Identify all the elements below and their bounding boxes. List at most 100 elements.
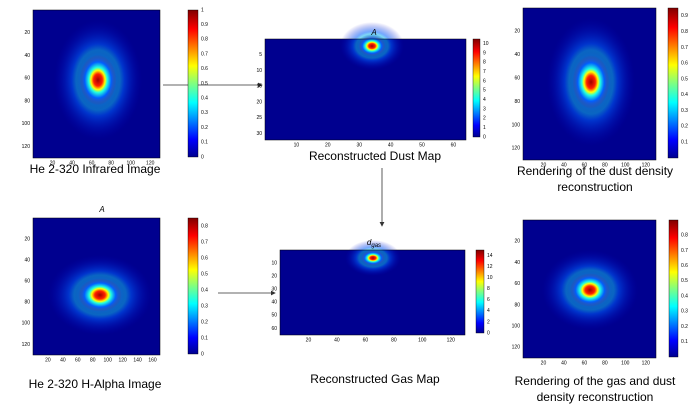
y-tick-label: 120 xyxy=(22,342,31,348)
y-tick-label: 80 xyxy=(514,302,520,308)
colorbar xyxy=(476,250,484,333)
y-tick-label: 40 xyxy=(24,53,30,59)
x-tick-label: 50 xyxy=(419,142,425,148)
caption: Reconstructed Gas Map xyxy=(310,372,440,386)
x-tick-label: 60 xyxy=(451,142,457,148)
caption: He 2-320 Infrared Image xyxy=(30,162,161,176)
caption: Rendering of the gas and dust xyxy=(515,374,676,388)
caption: Rendering of the dust density xyxy=(517,164,673,178)
x-tick-label: 100 xyxy=(418,337,427,343)
x-tick-label: 40 xyxy=(388,142,394,148)
x-tick-label: 40 xyxy=(334,337,340,343)
y-tick-label: 10 xyxy=(271,260,277,266)
y-tick-label: 60 xyxy=(514,75,520,81)
y-tick-label: 100 xyxy=(22,121,31,127)
colorbar xyxy=(188,218,198,354)
colorbar-label: 0.2 xyxy=(201,319,208,325)
colorbar-label: 0.1 xyxy=(201,335,208,341)
x-tick-label: 60 xyxy=(75,357,81,363)
colorbar-label: 10 xyxy=(487,275,493,281)
colorbar-label: 0.9 xyxy=(201,22,208,28)
colorbar-label: 0.1 xyxy=(681,140,688,146)
caption: density reconstruction xyxy=(537,390,654,404)
colorbar-label: 0.4 xyxy=(201,287,208,293)
x-tick-label: 10 xyxy=(294,142,300,148)
colorbar-label: 7 xyxy=(483,69,486,75)
emission-core xyxy=(569,50,613,114)
x-tick-label: 20 xyxy=(45,357,51,363)
colorbar-label: 0.3 xyxy=(201,303,208,309)
colorbar-label: 4 xyxy=(483,97,486,103)
colorbar-label: 0.5 xyxy=(681,76,688,82)
y-tick-label: 80 xyxy=(514,99,520,105)
colorbar-label: 0.4 xyxy=(681,293,688,299)
title-subscript: gas xyxy=(371,243,381,249)
y-tick-label: 10 xyxy=(256,68,262,74)
panel-title: A xyxy=(98,205,104,214)
colorbar-label: 10 xyxy=(483,41,489,47)
colorbar-label: 2 xyxy=(483,116,486,122)
x-tick-label: 120 xyxy=(642,360,651,366)
y-tick-label: 15 xyxy=(256,84,262,90)
colorbar-label: 4 xyxy=(487,308,490,314)
y-tick-label: 30 xyxy=(256,131,262,137)
colorbar-label: 0.5 xyxy=(201,271,208,277)
colorbar-label: 8 xyxy=(487,286,490,292)
title-main: A xyxy=(98,205,104,214)
caption: Reconstructed Dust Map xyxy=(309,149,441,163)
emission-core xyxy=(356,34,388,58)
colorbar-label: 12 xyxy=(487,264,493,270)
colorbar-label: 0 xyxy=(487,330,490,336)
colorbar-label: 0 xyxy=(483,134,486,140)
x-tick-label: 40 xyxy=(561,360,567,366)
colorbar-label: 0.4 xyxy=(201,96,208,102)
y-tick-label: 25 xyxy=(256,115,262,121)
colorbar-label: 0.7 xyxy=(201,51,208,57)
x-tick-label: 100 xyxy=(621,360,630,366)
colorbar-label: 0.8 xyxy=(681,233,688,239)
y-tick-label: 60 xyxy=(24,76,30,82)
colorbar-label: 0.2 xyxy=(681,324,688,330)
colorbar-label: 0.9 xyxy=(681,13,688,19)
y-tick-label: 100 xyxy=(22,321,31,327)
colorbar-label: 6 xyxy=(483,78,486,84)
colorbar-label: 0.3 xyxy=(681,309,688,315)
y-tick-label: 5 xyxy=(259,52,262,58)
y-tick-label: 20 xyxy=(24,30,30,36)
colorbar-label: 0.6 xyxy=(681,61,688,67)
colorbar-label: 14 xyxy=(487,253,493,259)
colorbar-label: 0.7 xyxy=(201,239,208,245)
y-tick-label: 60 xyxy=(271,326,277,332)
y-tick-label: 40 xyxy=(514,52,520,58)
x-tick-label: 60 xyxy=(582,360,588,366)
x-tick-label: 60 xyxy=(363,337,369,343)
title-main: A xyxy=(370,28,376,37)
colorbar-label: 0.8 xyxy=(201,37,208,43)
y-tick-label: 30 xyxy=(271,287,277,293)
colorbar-label: 0.1 xyxy=(201,140,208,146)
colorbar-label: 0.7 xyxy=(681,45,688,51)
x-tick-label: 20 xyxy=(541,360,547,366)
y-tick-label: 20 xyxy=(256,99,262,105)
colorbar-label: 9 xyxy=(483,50,486,56)
panel-title: dgas xyxy=(367,238,381,248)
colorbar-label: 5 xyxy=(483,88,486,94)
colorbar-label: 0.6 xyxy=(201,66,208,72)
y-tick-label: 40 xyxy=(271,300,277,306)
y-tick-label: 20 xyxy=(514,239,520,245)
x-tick-label: 80 xyxy=(90,357,96,363)
colorbar-label: 1 xyxy=(483,125,486,131)
colorbar xyxy=(473,39,480,137)
y-tick-label: 120 xyxy=(22,144,31,150)
colorbar-label: 0.1 xyxy=(681,339,688,345)
colorbar-label: 0.8 xyxy=(201,223,208,229)
colorbar-label: 3 xyxy=(483,106,486,112)
y-tick-label: 120 xyxy=(512,345,521,351)
y-tick-label: 50 xyxy=(271,313,277,319)
colorbar-label: 2 xyxy=(487,319,490,325)
y-tick-label: 100 xyxy=(512,323,521,329)
colorbar-label: 8 xyxy=(483,60,486,66)
y-tick-label: 20 xyxy=(271,273,277,279)
y-tick-label: 80 xyxy=(24,300,30,306)
colorbar-label: 0.7 xyxy=(681,248,688,254)
